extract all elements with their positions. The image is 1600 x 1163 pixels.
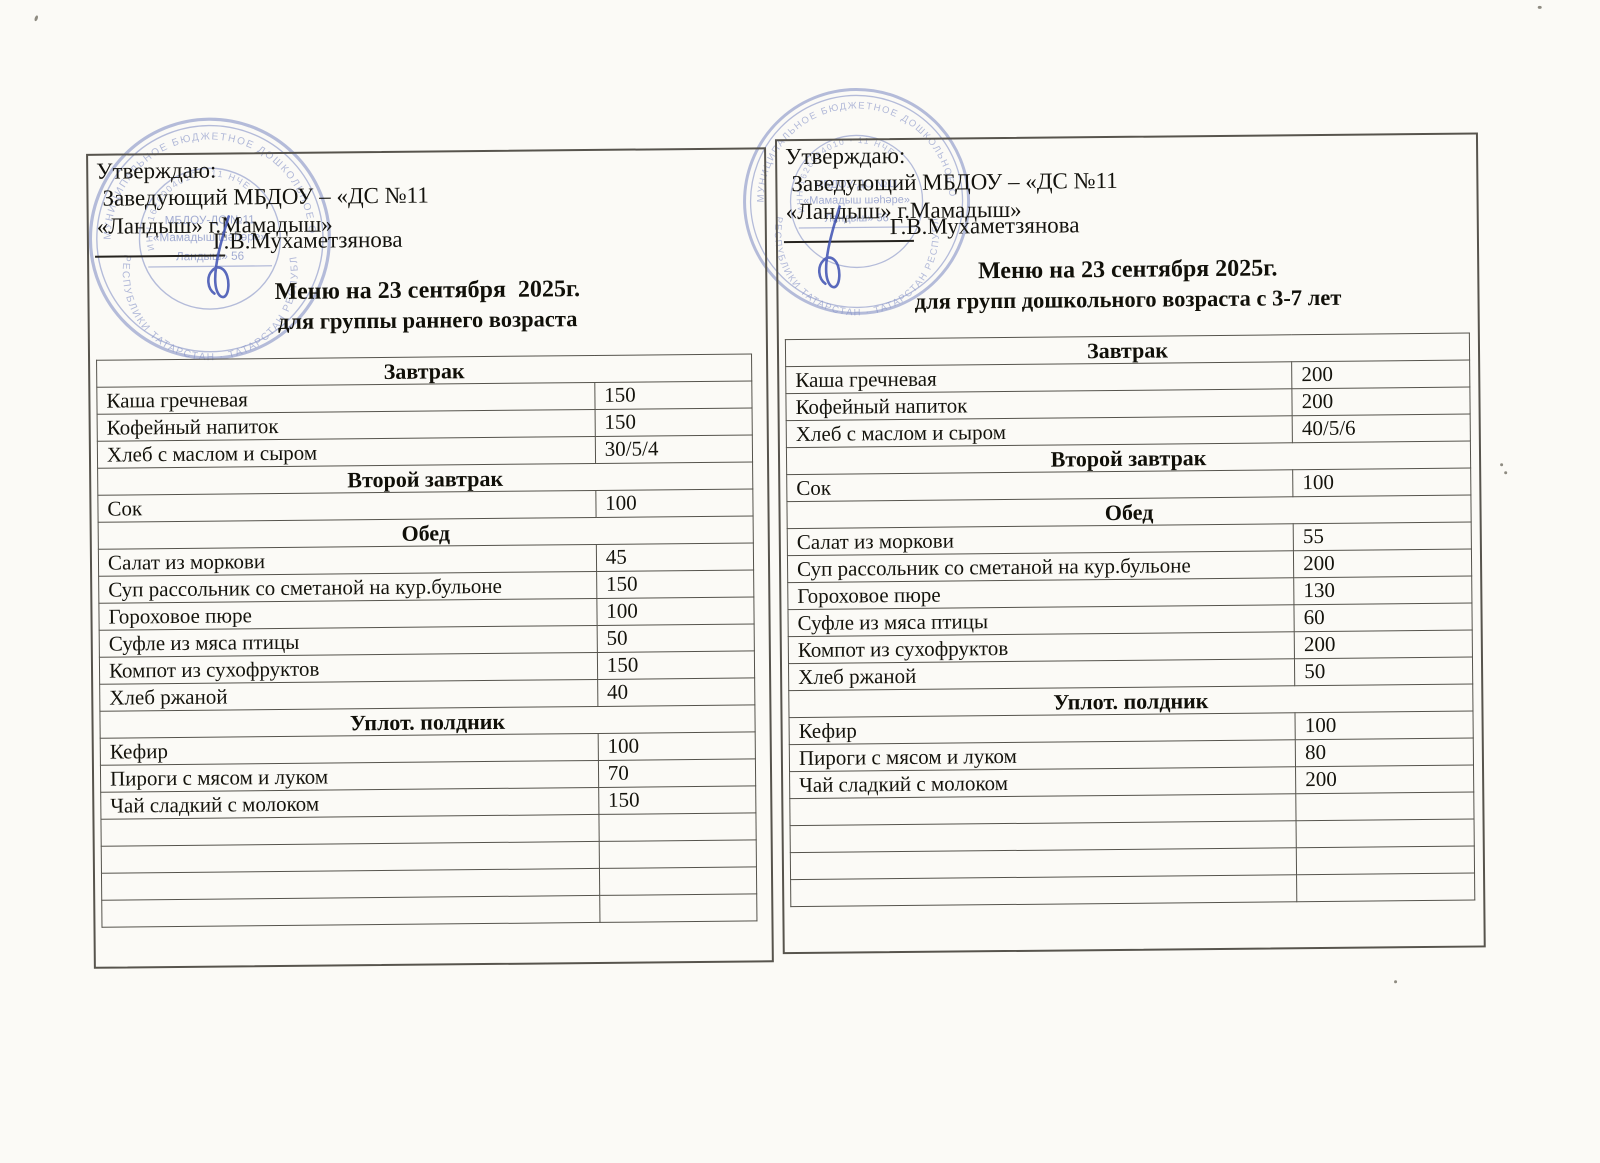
stamp-center-line: «Мамадыш шәһәре» (803, 194, 910, 207)
portion-value (1296, 846, 1475, 875)
menu-title: Меню на 23 сентября 2025г. (977, 255, 1278, 285)
dish-name (101, 895, 600, 928)
portion-value: 100 (596, 596, 755, 626)
portion-value: 200 (1291, 360, 1470, 389)
portion-value: 100 (1292, 468, 1471, 497)
stamp-center-line: Ландыш» 56 (176, 250, 244, 264)
table-row (790, 873, 1475, 907)
scan-speck (1504, 471, 1508, 475)
table-row (101, 893, 757, 928)
portion-value: 150 (594, 380, 753, 410)
scan-speck (1537, 5, 1542, 9)
portion-value: 200 (1294, 630, 1473, 659)
approval-line: Заведующий МБДОУ – «ДС №11 (791, 167, 1118, 197)
portion-value (1295, 792, 1475, 821)
portion-value: 30/5/4 (595, 434, 753, 464)
menu-table-early-age: Завтрак Каша гречневая 150 Кофейный напит… (96, 353, 757, 928)
portion-value: 200 (1293, 549, 1472, 578)
portion-value: 150 (594, 407, 753, 437)
portion-value: 40/5/6 (1292, 414, 1471, 443)
portion-value (598, 839, 757, 869)
portion-value: 100 (595, 488, 754, 518)
portion-value: 80 (1295, 738, 1474, 767)
portion-value (1296, 819, 1475, 848)
portion-value: 150 (598, 785, 756, 815)
portion-value: 200 (1295, 765, 1474, 794)
portion-value: 100 (1295, 711, 1474, 740)
portion-value: 45 (596, 542, 754, 572)
menu-sheet-preschool: Утверждаю: Заведующий МБДОУ – «ДС №11 «Л… (774, 132, 1486, 955)
portion-value: 70 (598, 758, 756, 788)
portion-value: 55 (1293, 522, 1472, 551)
portion-value: 60 (1294, 603, 1473, 632)
stamp-center-line: МБДОУ-ДС №11 (165, 213, 255, 227)
portion-value: 150 (596, 569, 754, 599)
scan-speck (33, 14, 39, 22)
signer-name: Г.В.Мухаметзянова (889, 212, 1080, 240)
portion-value (599, 866, 757, 896)
stamp-center-line: «Мамадыш шәһәре» (153, 230, 268, 244)
menu-table-preschool: Завтрак Каша гречневая 200 Кофейный напит… (785, 333, 1475, 908)
stamp-center-line: Ландыш» 56 (825, 212, 889, 225)
portion-value (598, 812, 757, 842)
portion-value: 50 (1294, 657, 1473, 686)
portion-value: 200 (1292, 387, 1471, 416)
portion-value: 50 (596, 623, 755, 653)
round-stamp-icon: МУНИЦИПАЛЬНОЕ БЮДЖЕТНОЕ ДОШКОЛЬНОЕ ОБРАЗ… (81, 109, 331, 365)
approval-line: Утверждаю: (96, 157, 217, 184)
pen-signature (207, 215, 230, 299)
menu-subtitle: для групп дошкольного возраста с 3-7 лет (914, 284, 1342, 314)
approval-line: Заведующий МБДОУ – «ДС №11 (102, 182, 429, 211)
approval-line: Утверждаю: (785, 142, 906, 170)
scan-speck (1394, 980, 1398, 984)
portion-value: 150 (597, 650, 755, 680)
portion-value (599, 893, 757, 923)
pen-signature (818, 205, 841, 289)
portion-value: 40 (597, 677, 755, 707)
stamp-center-line: МБДОУ-ДС №11 (814, 178, 899, 191)
portion-value: 100 (597, 731, 756, 761)
portion-value (1296, 873, 1475, 902)
menu-sheet-early-age: Утверждаю: Заведующий МБДОУ – «ДС №11 «Л… (86, 147, 774, 969)
dish-name (790, 874, 1297, 907)
portion-value: 130 (1293, 576, 1472, 605)
scan-speck (1500, 463, 1504, 467)
